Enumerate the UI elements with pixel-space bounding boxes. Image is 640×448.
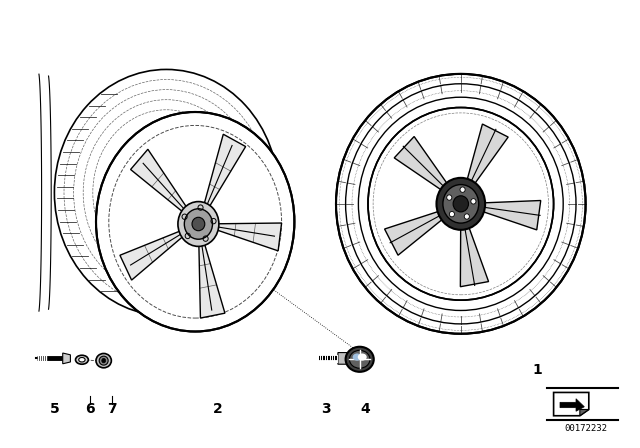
Ellipse shape: [192, 217, 205, 231]
Ellipse shape: [99, 356, 108, 365]
Polygon shape: [554, 392, 589, 416]
Polygon shape: [477, 201, 541, 230]
Polygon shape: [120, 230, 184, 280]
Ellipse shape: [346, 347, 374, 372]
Text: 1: 1: [532, 362, 543, 377]
Polygon shape: [338, 353, 352, 364]
Polygon shape: [560, 399, 584, 411]
Ellipse shape: [353, 353, 362, 361]
Ellipse shape: [471, 198, 476, 204]
Polygon shape: [204, 134, 246, 208]
Text: 3: 3: [321, 401, 332, 416]
Polygon shape: [394, 137, 451, 194]
Ellipse shape: [358, 353, 367, 361]
Text: 7: 7: [107, 401, 117, 416]
Ellipse shape: [349, 350, 370, 368]
Text: 00172232: 00172232: [564, 424, 607, 433]
Polygon shape: [131, 149, 188, 213]
Polygon shape: [385, 209, 448, 255]
Ellipse shape: [184, 209, 212, 239]
Polygon shape: [580, 409, 589, 416]
Text: 2: 2: [212, 401, 223, 416]
Text: 5: 5: [49, 401, 60, 416]
Polygon shape: [465, 124, 508, 190]
Ellipse shape: [368, 108, 554, 300]
Text: 6: 6: [84, 401, 95, 416]
Polygon shape: [460, 221, 488, 287]
Ellipse shape: [96, 112, 294, 332]
Text: 4: 4: [360, 401, 370, 416]
Polygon shape: [216, 223, 282, 251]
Ellipse shape: [453, 196, 468, 212]
Polygon shape: [63, 353, 70, 364]
Ellipse shape: [79, 358, 85, 362]
Ellipse shape: [443, 185, 479, 223]
Ellipse shape: [447, 195, 452, 200]
Ellipse shape: [76, 355, 88, 364]
Ellipse shape: [436, 178, 485, 230]
Ellipse shape: [102, 358, 106, 363]
Ellipse shape: [178, 202, 219, 246]
Ellipse shape: [460, 187, 465, 192]
Ellipse shape: [464, 214, 469, 219]
Ellipse shape: [96, 353, 111, 368]
Ellipse shape: [336, 74, 586, 334]
Polygon shape: [199, 242, 225, 318]
Ellipse shape: [449, 211, 454, 217]
